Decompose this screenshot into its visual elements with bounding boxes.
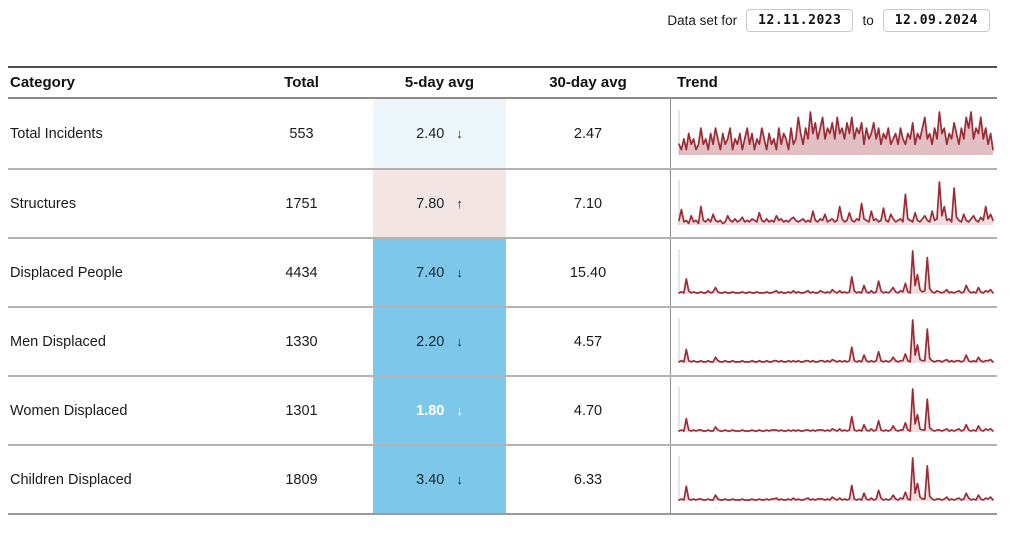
30day-avg-value: 7.10 [573, 195, 603, 212]
column-header-30day-avg: 30-day avg [549, 74, 627, 91]
5day-avg-value: 7.80 [416, 195, 445, 212]
5day-avg-value: 1.80 [416, 402, 445, 419]
table-row: Total Incidents 553 2.40 ↓ 2.47 [8, 99, 997, 168]
5day-avg-cell: 3.40 ↓ [373, 446, 506, 513]
trend-sparkline [678, 109, 994, 155]
dataset-range-bar: Data set for 12.11.2023 to 12.09.2024 [667, 9, 990, 32]
column-header-category: Category [10, 74, 76, 91]
5day-avg-value: 7.40 [416, 264, 445, 281]
5day-avg-value: 2.20 [416, 333, 445, 350]
column-header-total: Total [284, 74, 319, 91]
30day-avg-value: 4.70 [573, 402, 603, 419]
date-from-input[interactable]: 12.11.2023 [746, 9, 854, 32]
category-label: Children Displaced [10, 471, 132, 488]
trend-arrow-icon: ↓ [456, 403, 463, 418]
trend-cell [670, 99, 998, 168]
5day-avg-cell: 2.40 ↓ [373, 99, 506, 168]
table-header-row: Category Total 5-day avg 30-day avg Tren… [8, 68, 997, 99]
5day-avg-cell: 7.40 ↓ [373, 239, 506, 306]
30day-avg-value: 2.47 [573, 125, 603, 142]
trend-cell [670, 446, 998, 513]
30day-avg-value: 15.40 [569, 264, 607, 281]
trend-sparkline [678, 386, 994, 432]
5day-avg-value: 2.40 [416, 125, 445, 142]
table-row: Displaced People 4434 7.40 ↓ 15.40 [8, 237, 997, 306]
5day-avg-cell: 2.20 ↓ [373, 308, 506, 375]
total-value: 1330 [285, 333, 318, 350]
trend-sparkline [678, 455, 994, 501]
30day-avg-value: 4.57 [573, 333, 603, 350]
trend-cell [670, 308, 998, 375]
total-value: 1809 [285, 471, 318, 488]
table-row: Structures 1751 7.80 ↑ 7.10 [8, 168, 997, 237]
category-label: Women Displaced [10, 402, 128, 419]
trend-cell [670, 170, 998, 237]
trend-cell [670, 377, 998, 444]
date-to-input[interactable]: 12.09.2024 [882, 9, 990, 32]
trend-sparkline [678, 317, 994, 363]
trend-arrow-icon: ↓ [456, 472, 463, 487]
trend-arrow-icon: ↑ [456, 196, 463, 211]
column-header-trend: Trend [677, 74, 718, 91]
category-label: Displaced People [10, 264, 123, 281]
30day-avg-value: 6.33 [573, 471, 603, 488]
category-label: Structures [10, 195, 77, 212]
trend-sparkline [678, 248, 994, 294]
table-row: Men Displaced 1330 2.20 ↓ 4.57 [8, 306, 997, 375]
dataset-label: Data set for [667, 13, 738, 28]
trend-cell [670, 239, 998, 306]
5day-avg-cell: 7.80 ↑ [373, 170, 506, 237]
column-header-5day-avg: 5-day avg [404, 74, 475, 91]
category-label: Men Displaced [10, 333, 106, 350]
stats-table: Category Total 5-day avg 30-day avg Tren… [8, 66, 997, 515]
5day-avg-cell: 1.80 ↓ [373, 377, 506, 444]
total-value: 553 [289, 125, 314, 142]
total-value: 1751 [285, 195, 318, 212]
trend-arrow-icon: ↓ [456, 334, 463, 349]
to-label: to [862, 13, 874, 28]
trend-sparkline [678, 179, 994, 225]
table-row: Women Displaced 1301 1.80 ↓ 4.70 [8, 375, 997, 444]
trend-arrow-icon: ↓ [456, 126, 463, 141]
trend-arrow-icon: ↓ [456, 265, 463, 280]
table-row: Children Displaced 1809 3.40 ↓ 6.33 [8, 444, 997, 513]
category-label: Total Incidents [10, 125, 103, 142]
total-value: 4434 [285, 264, 318, 281]
5day-avg-value: 3.40 [416, 471, 445, 488]
total-value: 1301 [285, 402, 318, 419]
